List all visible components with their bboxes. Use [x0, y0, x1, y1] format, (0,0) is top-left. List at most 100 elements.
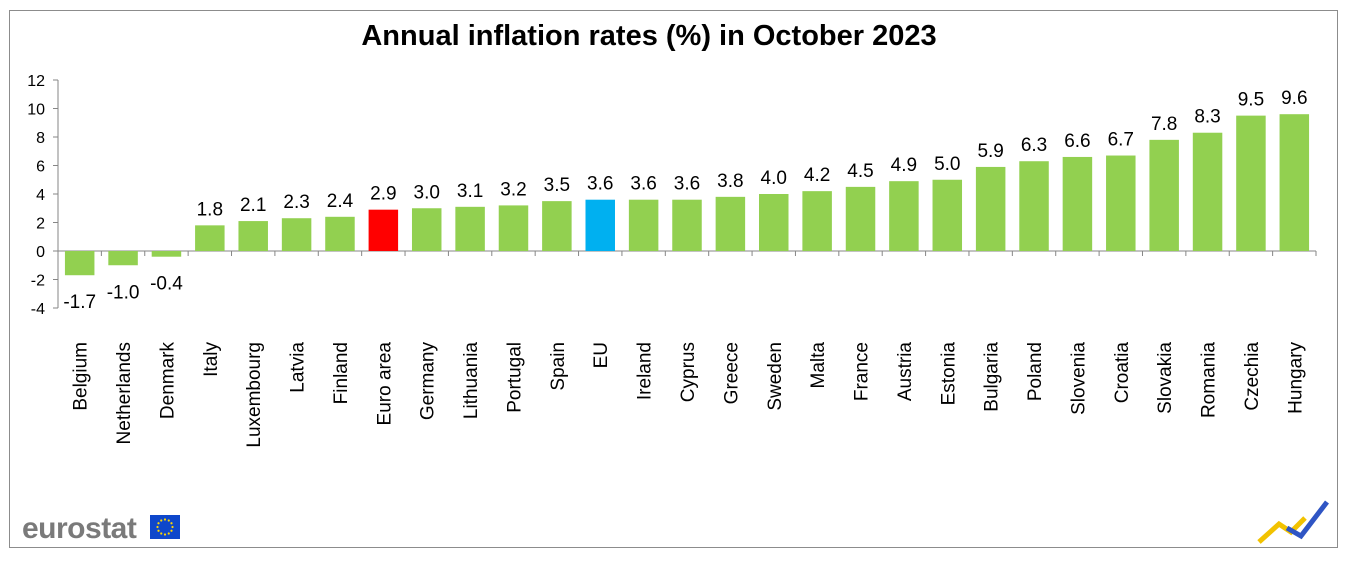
category-label: Denmark	[157, 342, 178, 420]
data-label: 3.8	[717, 171, 743, 192]
data-label: 2.1	[240, 195, 266, 216]
chart-category-labels: Belgium Netherlands Denmark Italy Luxembourg…	[71, 342, 1307, 448]
chart-bars	[64, 114, 1310, 276]
bar-bulgaria	[975, 166, 1006, 251]
y-tick-label: 6	[36, 159, 45, 176]
bar-hungary	[1279, 114, 1310, 251]
category-label: Italy	[201, 342, 222, 377]
category-label: Greece	[721, 342, 742, 404]
category-label: Poland	[1025, 342, 1046, 401]
data-label: 6.6	[1064, 131, 1090, 152]
category-label: Czechia	[1242, 342, 1263, 411]
bar-romania	[1192, 132, 1223, 251]
bar-austria	[889, 181, 919, 251]
category-label: Germany	[418, 342, 439, 421]
category-label: Malta	[808, 342, 829, 389]
eu-stars-icon	[156, 518, 174, 536]
bar-lithuania	[455, 206, 485, 251]
chart-title: Annual inflation rates (%) in October 20…	[361, 20, 937, 52]
bar-slovenia	[1062, 156, 1093, 251]
flag-star	[170, 529, 173, 532]
category-label: Portugal	[504, 342, 525, 413]
data-label: 9.6	[1281, 88, 1307, 109]
flag-star	[160, 532, 163, 535]
bar-ireland	[628, 199, 659, 251]
bar-portugal	[498, 205, 529, 251]
category-label: Latvia	[288, 342, 309, 393]
bar-spain	[542, 201, 572, 251]
eurostat-logo: eurostat	[22, 512, 137, 545]
bar-latvia	[281, 218, 312, 251]
data-label: 2.4	[327, 191, 354, 212]
y-tick-label: -4	[31, 301, 45, 318]
category-label: Ireland	[635, 342, 656, 400]
data-label: 4.2	[804, 165, 830, 186]
bar-netherlands	[108, 251, 138, 266]
bar-eu	[585, 199, 615, 251]
bar-germany	[411, 208, 442, 251]
bar-sweden	[759, 194, 789, 251]
flag-star	[157, 522, 160, 525]
category-label: France	[852, 342, 873, 401]
category-label: Cyprus	[678, 342, 699, 402]
category-label: Romania	[1199, 342, 1220, 418]
data-label: 5.9	[977, 141, 1003, 162]
y-tick-label: 0	[36, 244, 45, 261]
chart-frame	[9, 10, 1338, 548]
flag-star	[157, 529, 160, 532]
data-label: 8.3	[1194, 107, 1220, 128]
data-label: 4.0	[761, 168, 787, 189]
data-label: 9.5	[1238, 90, 1264, 111]
bar-euro-area	[368, 209, 399, 251]
data-label: 2.9	[370, 184, 396, 205]
flag-star	[156, 525, 159, 529]
bar-luxembourg	[238, 221, 268, 251]
category-label: Slovakia	[1155, 342, 1176, 414]
data-label: 6.7	[1108, 130, 1134, 151]
data-label: 3.6	[630, 174, 656, 195]
y-tick-label: 10	[27, 102, 45, 119]
flag-star	[160, 519, 163, 522]
data-label: 4.9	[891, 155, 917, 176]
data-label: 3.0	[414, 182, 440, 203]
data-label: 6.3	[1021, 135, 1047, 156]
flag-star	[163, 533, 167, 536]
flag-star	[170, 522, 173, 525]
category-label: Austria	[895, 342, 916, 402]
category-label: Hungary	[1285, 342, 1306, 414]
category-label: Spain	[548, 342, 569, 391]
category-label: Bulgaria	[982, 342, 1003, 412]
category-label: Lithuania	[461, 342, 482, 420]
y-tick-label: 8	[36, 130, 45, 147]
y-tick-label: -2	[31, 273, 45, 290]
bar-italy	[195, 225, 225, 251]
bar-finland	[325, 216, 355, 251]
y-tick-label: 4	[36, 187, 45, 204]
y-tick-label: 12	[27, 73, 45, 90]
category-label: Luxembourg	[244, 342, 265, 448]
data-label: 3.2	[500, 179, 526, 200]
data-label: 2.3	[283, 192, 309, 213]
bar-malta	[802, 191, 832, 251]
data-label: 1.8	[197, 199, 223, 220]
data-label: -0.4	[150, 274, 183, 295]
category-label: Netherlands	[114, 342, 135, 444]
bar-slovakia	[1149, 139, 1179, 251]
flag-star	[171, 525, 174, 529]
bar-cyprus	[672, 199, 702, 251]
data-label: 4.5	[847, 161, 873, 182]
data-label: 3.6	[587, 174, 613, 195]
category-label: Slovenia	[1068, 342, 1089, 415]
eu-flag-icon	[150, 515, 180, 539]
bar-denmark	[151, 251, 182, 257]
bar-france	[845, 186, 876, 251]
chart-data-labels: -1.7 -1.0 -0.4 1.8 2.1 2.3 2.4 2.9 3.0 3.1 3.2 3.5 3…	[63, 88, 1307, 313]
bar-greece	[715, 196, 746, 251]
data-label: 3.5	[544, 175, 570, 196]
flag-star	[167, 532, 170, 535]
bar-czechia	[1236, 115, 1266, 251]
eurostat-swoosh-icon	[1257, 500, 1329, 544]
category-label: Estonia	[938, 342, 959, 406]
category-label: EU	[591, 342, 612, 368]
